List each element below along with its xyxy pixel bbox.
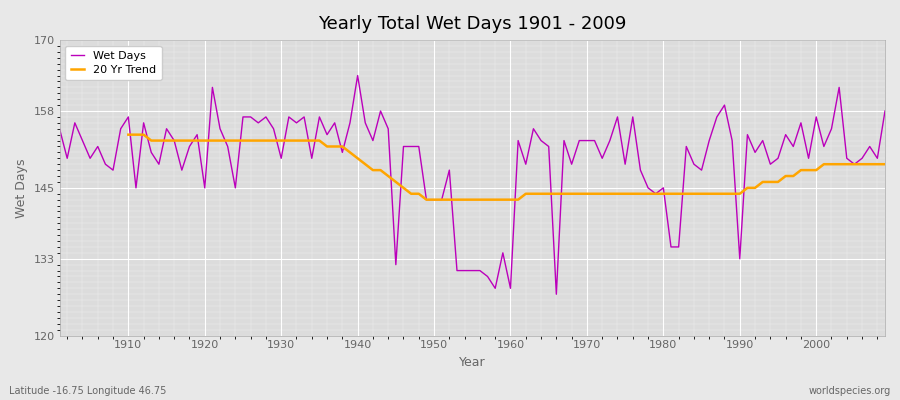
Wet Days xyxy=(505,286,516,291)
Wet Days xyxy=(612,114,623,119)
Wet Days xyxy=(352,73,363,78)
20 Yr Trend xyxy=(421,197,432,202)
Wet Days xyxy=(54,126,65,131)
X-axis label: Year: Year xyxy=(459,356,486,369)
20 Yr Trend xyxy=(268,138,279,143)
20 Yr Trend xyxy=(849,162,859,167)
Wet Days xyxy=(115,126,126,131)
20 Yr Trend xyxy=(826,162,837,167)
Line: 20 Yr Trend: 20 Yr Trend xyxy=(129,135,885,200)
20 Yr Trend xyxy=(520,191,531,196)
Text: worldspecies.org: worldspecies.org xyxy=(809,386,891,396)
Legend: Wet Days, 20 Yr Trend: Wet Days, 20 Yr Trend xyxy=(65,46,162,80)
Text: Latitude -16.75 Longitude 46.75: Latitude -16.75 Longitude 46.75 xyxy=(9,386,166,396)
Wet Days xyxy=(284,114,294,119)
Title: Yearly Total Wet Days 1901 - 2009: Yearly Total Wet Days 1901 - 2009 xyxy=(318,15,626,33)
Wet Days xyxy=(551,292,562,297)
20 Yr Trend xyxy=(581,191,592,196)
20 Yr Trend xyxy=(879,162,890,167)
20 Yr Trend xyxy=(123,132,134,137)
Line: Wet Days: Wet Days xyxy=(59,76,885,294)
Wet Days xyxy=(879,109,890,114)
20 Yr Trend xyxy=(299,138,310,143)
Wet Days xyxy=(513,138,524,143)
Wet Days xyxy=(329,120,340,125)
Y-axis label: Wet Days: Wet Days xyxy=(15,158,28,218)
